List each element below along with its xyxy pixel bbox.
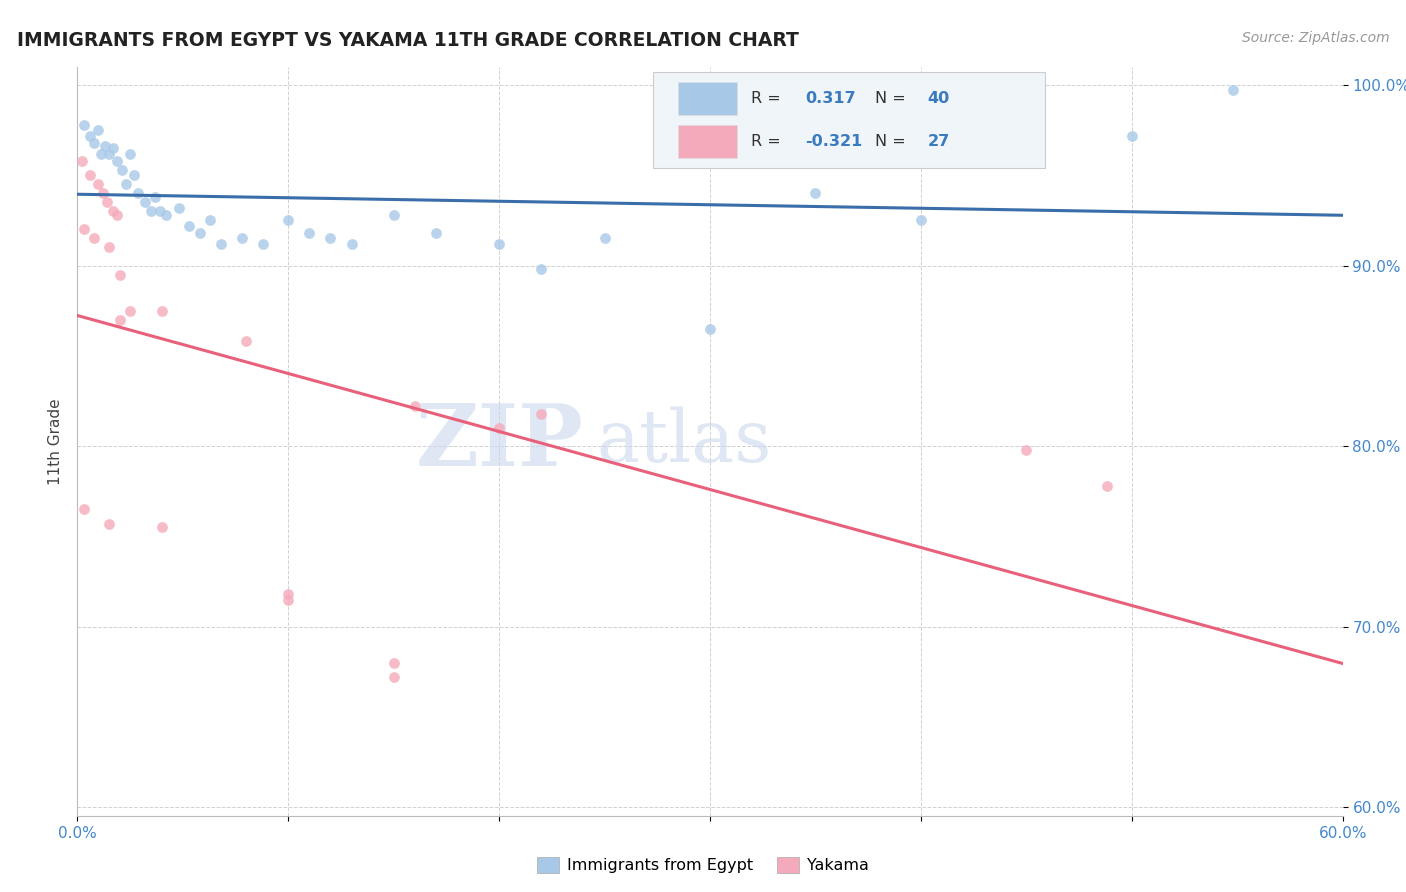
Point <box>120 146 141 161</box>
Text: N =: N = <box>875 134 911 149</box>
Point <box>124 168 146 182</box>
Point <box>90 146 111 161</box>
Point <box>488 421 510 435</box>
Point <box>96 195 118 210</box>
Point <box>209 236 232 251</box>
Point <box>404 400 426 414</box>
Text: Source: ZipAtlas.com: Source: ZipAtlas.com <box>1241 31 1389 45</box>
Point <box>134 195 156 210</box>
Point <box>277 213 299 227</box>
Point <box>1015 442 1038 457</box>
Point <box>150 520 173 534</box>
Point <box>382 656 405 670</box>
Point <box>83 136 105 150</box>
Point <box>108 268 131 282</box>
Point <box>804 186 827 201</box>
Point <box>593 231 616 245</box>
Point <box>488 236 510 251</box>
Text: 40: 40 <box>928 91 950 106</box>
Point <box>530 262 553 277</box>
Point <box>277 587 299 601</box>
Point <box>149 204 172 219</box>
FancyBboxPatch shape <box>679 125 737 158</box>
Point <box>150 303 173 318</box>
Point <box>98 240 120 254</box>
Point <box>141 204 163 219</box>
Point <box>252 236 274 251</box>
Text: R =: R = <box>751 134 786 149</box>
Point <box>73 502 96 516</box>
Point <box>155 208 177 222</box>
Point <box>83 231 105 245</box>
FancyBboxPatch shape <box>679 82 737 115</box>
Point <box>73 222 96 236</box>
Point <box>145 190 166 204</box>
Point <box>115 178 138 192</box>
Point <box>107 208 129 222</box>
Point <box>277 592 299 607</box>
Point <box>382 208 405 222</box>
Point <box>1121 128 1143 143</box>
Point <box>235 334 257 349</box>
Point <box>93 139 115 153</box>
Point <box>103 141 124 155</box>
Point <box>79 168 101 182</box>
Point <box>91 186 114 201</box>
Text: R =: R = <box>751 91 786 106</box>
Point <box>910 213 932 227</box>
Point <box>87 123 110 137</box>
Point <box>108 312 131 326</box>
Point <box>425 226 447 240</box>
Point <box>120 303 141 318</box>
Point <box>1095 479 1118 493</box>
Point <box>382 670 405 684</box>
Point <box>167 201 190 215</box>
Legend: Immigrants from Egypt, Yakama: Immigrants from Egypt, Yakama <box>530 850 876 880</box>
Point <box>103 204 124 219</box>
Point <box>298 226 321 240</box>
Point <box>79 128 101 143</box>
Text: 0.317: 0.317 <box>806 91 856 106</box>
Point <box>128 186 150 201</box>
Point <box>340 236 363 251</box>
Text: atlas: atlas <box>596 406 772 477</box>
Point <box>530 407 553 421</box>
Text: -0.321: -0.321 <box>806 134 862 149</box>
Point <box>179 219 201 233</box>
Point <box>107 153 129 168</box>
Point <box>73 118 96 132</box>
Text: 27: 27 <box>928 134 950 149</box>
Point <box>111 162 132 177</box>
Text: ZIP: ZIP <box>416 400 583 483</box>
Point <box>98 146 120 161</box>
Point <box>319 231 342 245</box>
Point <box>1222 83 1244 97</box>
Point <box>699 321 721 335</box>
Text: N =: N = <box>875 91 911 106</box>
Point <box>231 231 253 245</box>
Point <box>200 213 222 227</box>
Point <box>188 226 211 240</box>
Point <box>70 153 93 168</box>
FancyBboxPatch shape <box>654 72 1046 168</box>
Text: IMMIGRANTS FROM EGYPT VS YAKAMA 11TH GRADE CORRELATION CHART: IMMIGRANTS FROM EGYPT VS YAKAMA 11TH GRA… <box>17 31 799 50</box>
Point <box>87 178 110 192</box>
Point <box>98 516 120 531</box>
Y-axis label: 11th Grade: 11th Grade <box>48 398 63 485</box>
